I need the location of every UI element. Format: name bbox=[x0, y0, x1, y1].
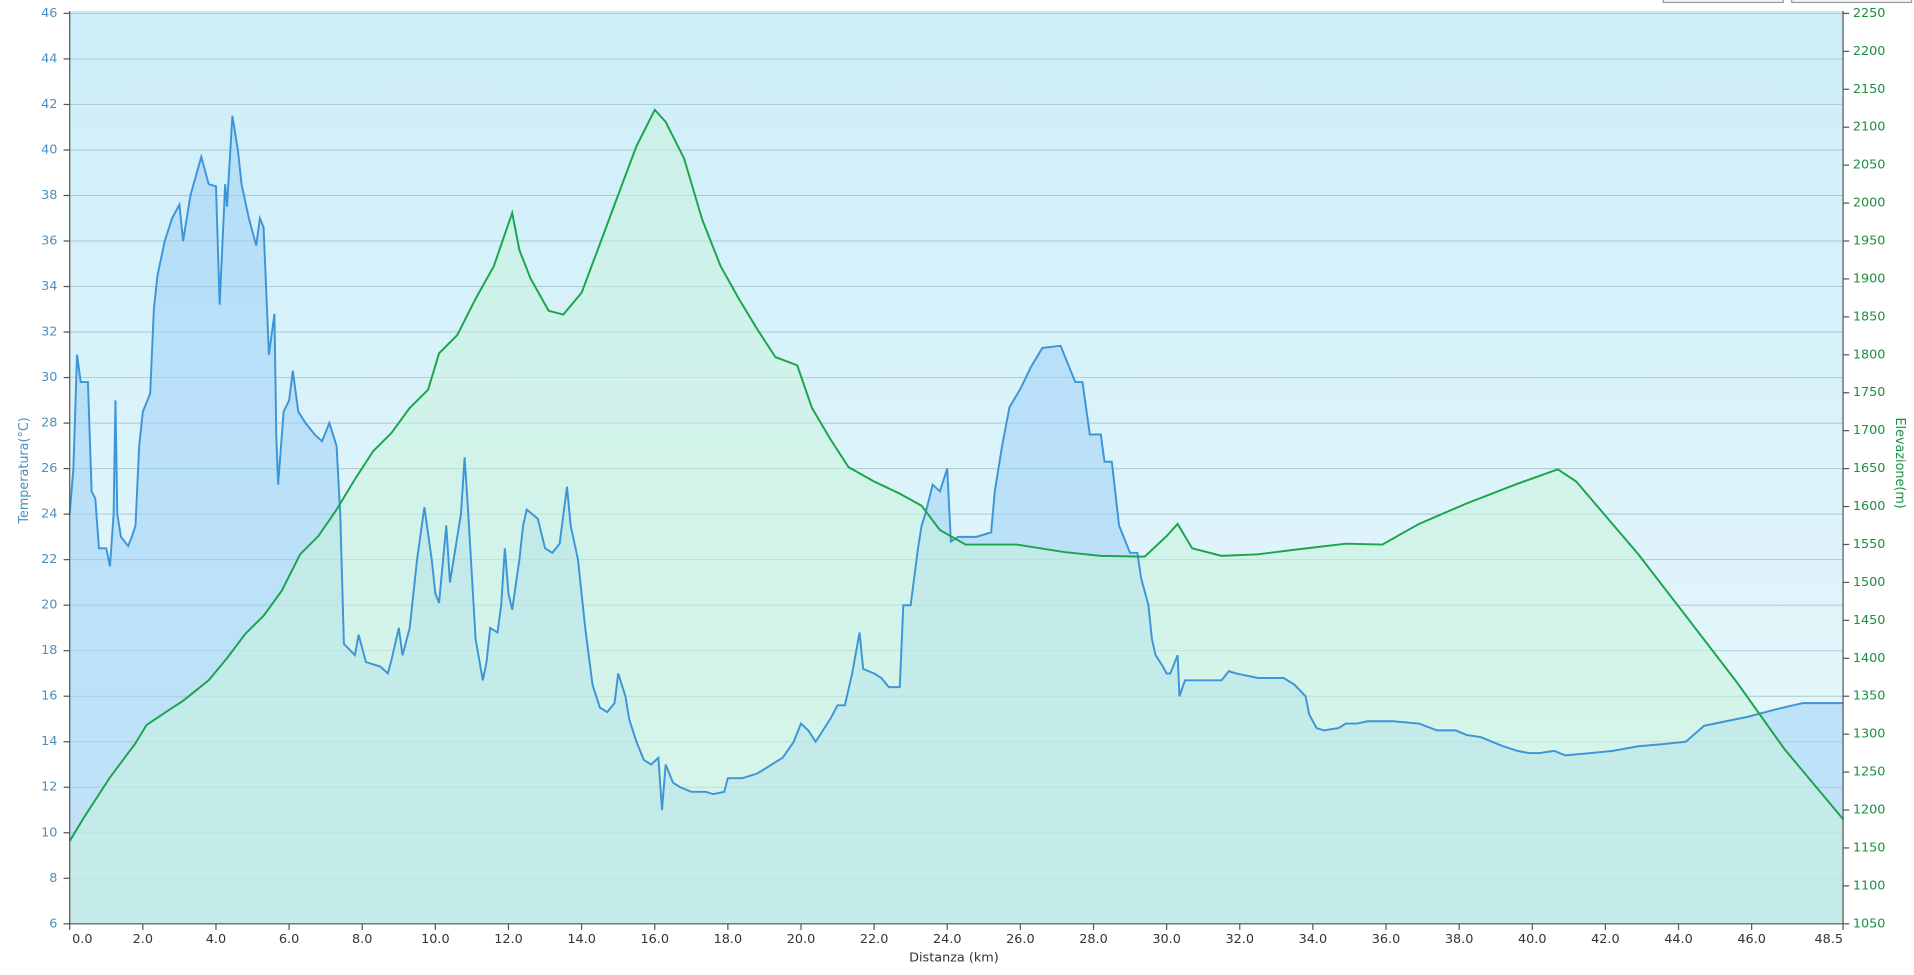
areas bbox=[69, 109, 1844, 924]
x-tick-label: 38.0 bbox=[1445, 932, 1474, 947]
x-tick-label: 8.0 bbox=[352, 932, 372, 947]
y-tick-label: 42 bbox=[41, 97, 57, 112]
y2-tick-label: 1750 bbox=[1853, 385, 1886, 400]
y2-tick-label: 2150 bbox=[1853, 82, 1886, 97]
y-tick-label: 8 bbox=[49, 871, 57, 886]
y2-tick-label: 1250 bbox=[1853, 765, 1886, 780]
y-tick-label: 6 bbox=[49, 916, 57, 931]
y-tick-label: 38 bbox=[41, 188, 57, 203]
y2-axis-title: Elevazione(m) bbox=[1892, 417, 1907, 508]
series-line bbox=[68, 115, 1844, 811]
series-line bbox=[68, 108, 1844, 842]
x-tick-label: 40.0 bbox=[1518, 932, 1547, 947]
y-tick-label: 28 bbox=[41, 416, 57, 431]
x-tick-label: 42.0 bbox=[1591, 932, 1620, 947]
y2-tick-label: 1600 bbox=[1853, 499, 1886, 514]
x-axis-title: Distanza (km) bbox=[909, 950, 999, 965]
y-tick-label: 44 bbox=[41, 51, 57, 66]
x-tick-label: 4.0 bbox=[206, 932, 226, 947]
x-tick-label: 44.0 bbox=[1664, 932, 1693, 947]
y-tick-label: 14 bbox=[41, 734, 57, 749]
x-tick-label: 22.0 bbox=[860, 932, 889, 947]
x-tick-label: 20.0 bbox=[787, 932, 816, 947]
y2-tick-label: 1050 bbox=[1853, 916, 1886, 931]
x-tick-label: 6.0 bbox=[279, 932, 299, 947]
y-tick-label: 18 bbox=[41, 643, 57, 658]
y2-tick-label: 1300 bbox=[1853, 727, 1886, 742]
y2-tick-label: 2000 bbox=[1853, 196, 1886, 211]
x-tick-label: 26.0 bbox=[1006, 932, 1035, 947]
y2-tick-label: 1400 bbox=[1853, 651, 1886, 666]
x-tick-label: 32.0 bbox=[1225, 932, 1254, 947]
x-tick-label: 30.0 bbox=[1152, 932, 1181, 947]
x-tick-label: 48.5 bbox=[1815, 932, 1844, 947]
y2-tick-label: 1200 bbox=[1853, 803, 1886, 818]
x-tick-label: 10.0 bbox=[421, 932, 450, 947]
y2-tick-label: 1500 bbox=[1853, 575, 1886, 590]
y2-tick-label: 1800 bbox=[1853, 347, 1886, 362]
y2-tick-label: 1100 bbox=[1853, 878, 1886, 893]
x-tick-label: 46.0 bbox=[1737, 932, 1766, 947]
y-tick-label: 32 bbox=[41, 325, 57, 340]
y-axis-title: Temperatura(°C) bbox=[17, 417, 32, 524]
y-tick-label: 34 bbox=[41, 279, 57, 294]
x-tick-label: 24.0 bbox=[933, 932, 962, 947]
y2-tick-label: 1550 bbox=[1853, 537, 1886, 552]
y-tick-label: 10 bbox=[41, 825, 57, 840]
y-tick-label: 24 bbox=[41, 507, 57, 522]
x-tick-label: 14.0 bbox=[567, 932, 596, 947]
y-tick-label: 22 bbox=[41, 552, 57, 567]
toolbar-button[interactable] bbox=[1662, 0, 1784, 4]
y-tick-label: 20 bbox=[41, 598, 57, 613]
y-tick-label: 40 bbox=[41, 142, 57, 157]
x-tick-label: 2.0 bbox=[133, 932, 153, 947]
y2-tick-label: 1700 bbox=[1853, 423, 1886, 438]
x-tick-label: 18.0 bbox=[714, 932, 743, 947]
y-tick-label: 26 bbox=[41, 461, 57, 476]
y2-tick-label: 1450 bbox=[1853, 613, 1886, 628]
y-tick-label: 30 bbox=[41, 370, 57, 385]
y2-tick-label: 2250 bbox=[1853, 6, 1886, 21]
x-tick-label: 0.0 bbox=[72, 932, 92, 947]
y-tick-label: 36 bbox=[41, 234, 57, 249]
y2-tick-label: 1850 bbox=[1853, 309, 1886, 324]
x-tick-label: 12.0 bbox=[494, 932, 523, 947]
y2-tick-label: 1350 bbox=[1853, 689, 1886, 704]
toolbar-button[interactable] bbox=[1791, 0, 1913, 4]
x-tick-label: 28.0 bbox=[1079, 932, 1108, 947]
x-tick-label: 16.0 bbox=[640, 932, 669, 947]
y2-tick-label: 2200 bbox=[1853, 44, 1886, 59]
y2-tick-label: 2100 bbox=[1853, 120, 1886, 135]
y2-tick-label: 2050 bbox=[1853, 158, 1886, 173]
y2-tick-label: 1950 bbox=[1853, 234, 1886, 249]
series-area bbox=[69, 109, 1844, 924]
x-tick-label: 34.0 bbox=[1299, 932, 1328, 947]
y2-tick-label: 1900 bbox=[1853, 271, 1886, 286]
y-tick-label: 16 bbox=[41, 689, 57, 704]
y-tick-label: 46 bbox=[41, 6, 57, 21]
axes: 6 8 10 12 14 16 18 20 22 24 26 28 30 32 34 36 38 40 42 44 46… bbox=[41, 6, 1885, 947]
x-tick-label: 36.0 bbox=[1372, 932, 1401, 947]
y2-tick-label: 1150 bbox=[1853, 840, 1886, 855]
y2-tick-label: 1650 bbox=[1853, 461, 1886, 476]
lines bbox=[68, 108, 1844, 842]
y-tick-label: 12 bbox=[41, 780, 57, 795]
